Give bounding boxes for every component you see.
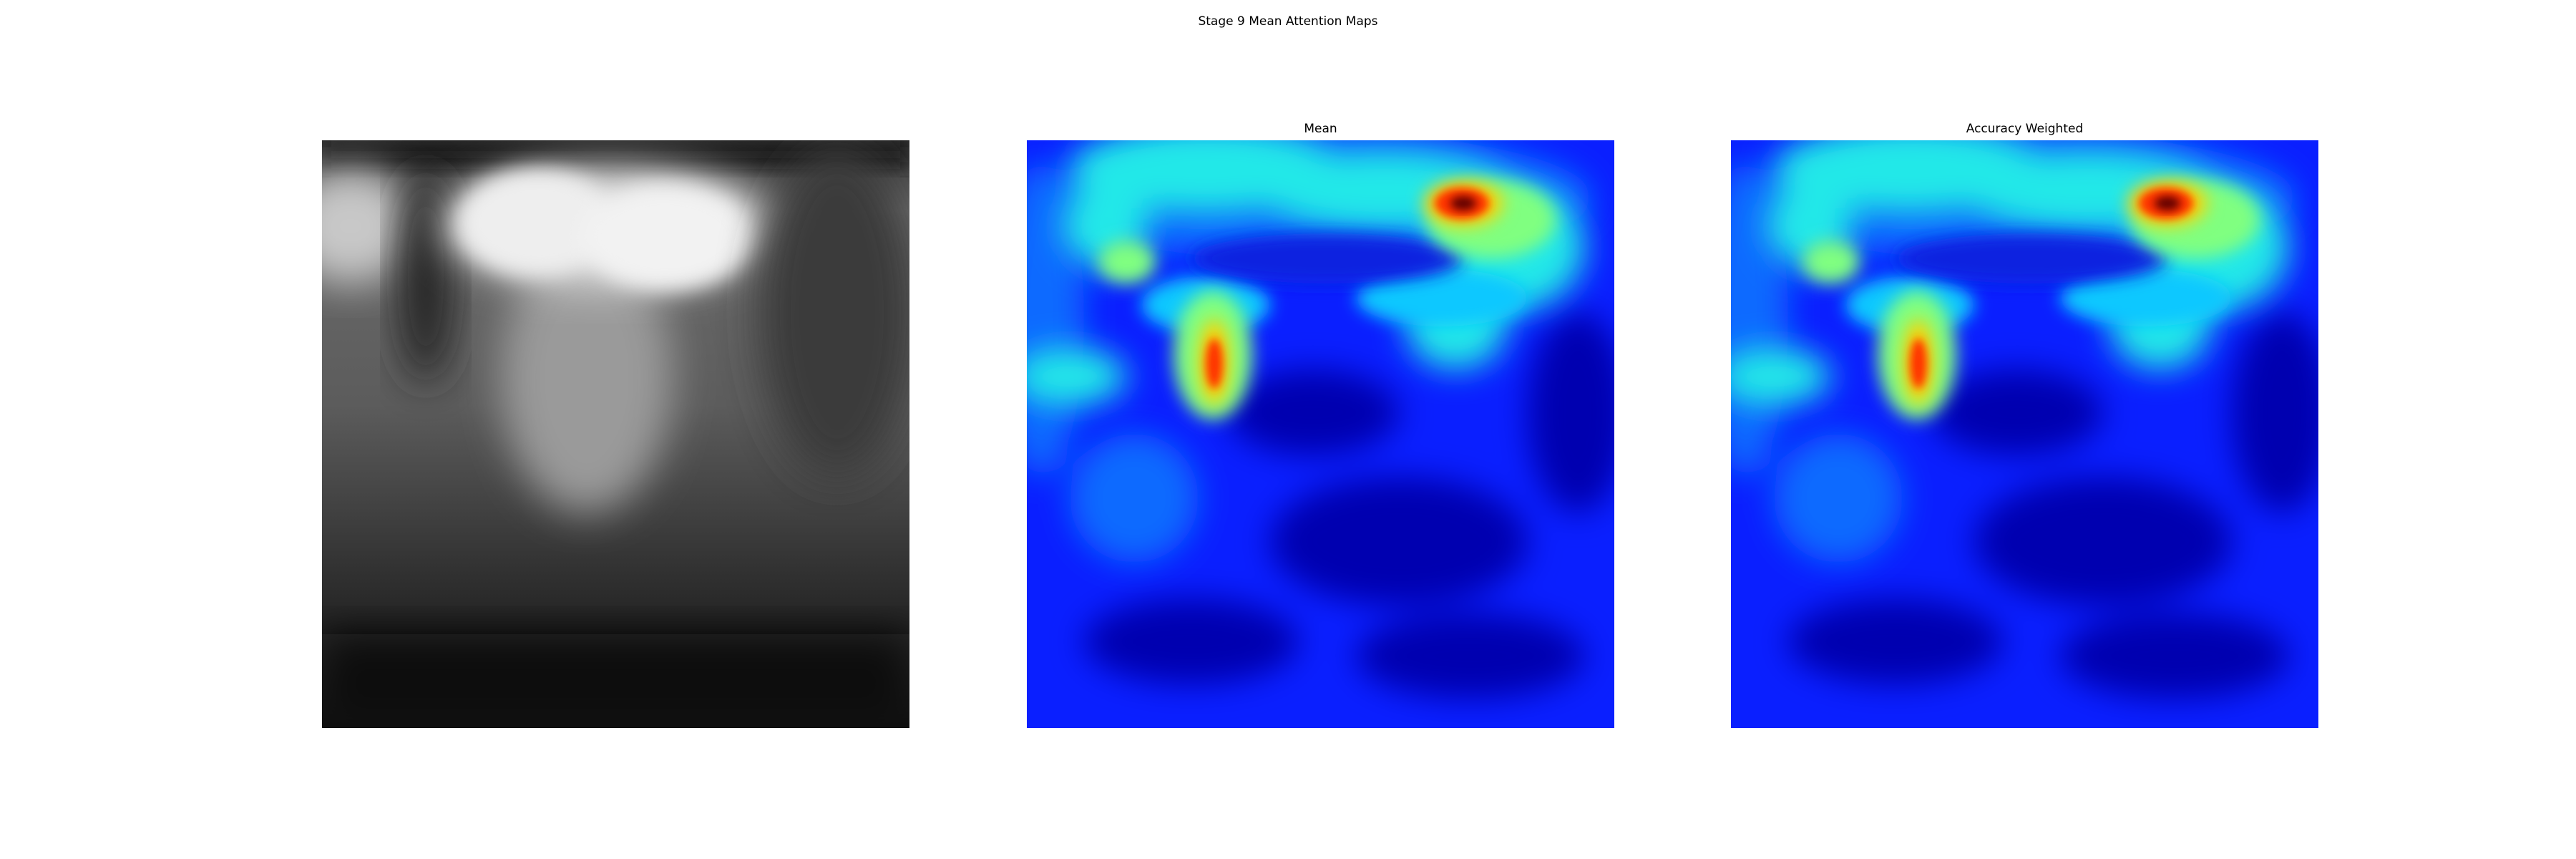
- xray-image: [322, 140, 909, 728]
- figure-title: Stage 9 Mean Attention Maps: [1198, 14, 1378, 29]
- mean-attention-heatmap: [1027, 140, 1614, 728]
- panel-title-accuracy-weighted: Accuracy Weighted: [1966, 122, 2084, 136]
- panel-title-mean: Mean: [1304, 122, 1337, 136]
- accuracy-weighted-attention-heatmap: [1731, 140, 2318, 728]
